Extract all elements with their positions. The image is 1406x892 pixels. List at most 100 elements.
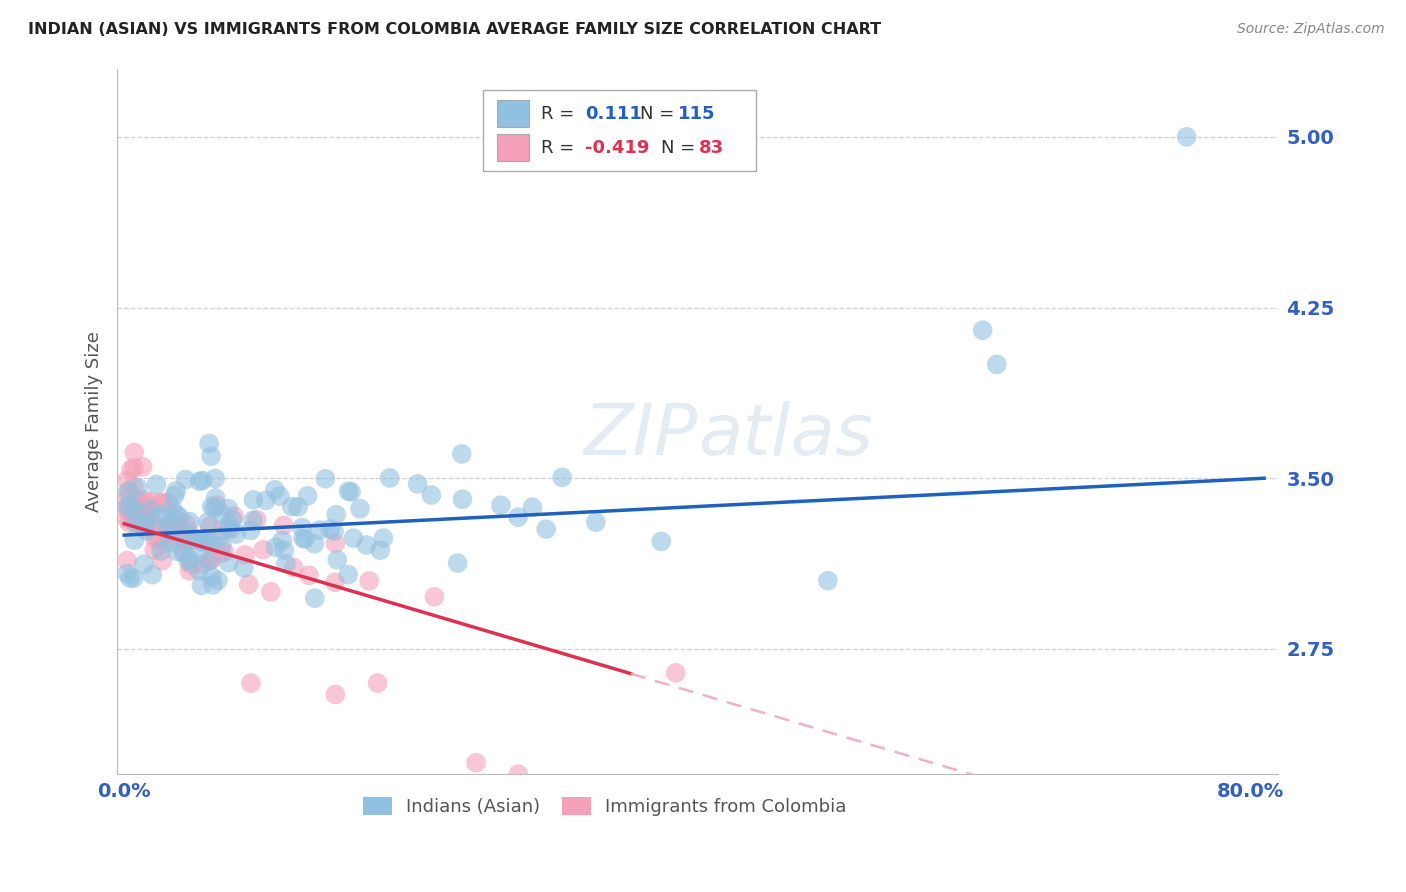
Point (211, 507, 233, 521)
Point (180, 558, 202, 572)
Point (139, 507, 162, 521)
Point (179, 515, 201, 529)
Point (179, 552, 201, 566)
Point (163, 516, 186, 530)
Point (155, 526, 177, 541)
Point (179, 533, 201, 548)
Point (115, 566, 138, 581)
Point (152, 524, 174, 538)
Point (297, 489, 319, 503)
Point (194, 534, 217, 549)
Point (143, 542, 166, 557)
Point (534, 522, 557, 536)
Point (342, 531, 364, 545)
Point (314, 472, 336, 486)
Point (188, 564, 211, 578)
Point (122, 480, 145, 494)
Point (367, 676, 389, 690)
Point (298, 568, 321, 582)
Point (1175, 129, 1198, 144)
Point (129, 500, 152, 515)
Point (420, 488, 443, 502)
Point (378, 471, 401, 485)
Point (201, 500, 224, 514)
Point (132, 496, 155, 510)
Point (340, 484, 363, 499)
Point (150, 554, 173, 568)
Point (242, 513, 264, 527)
Point (423, 590, 446, 604)
Point (323, 524, 346, 539)
Point (197, 515, 219, 529)
Point (117, 500, 139, 514)
Point (120, 462, 142, 476)
FancyBboxPatch shape (496, 100, 529, 127)
Point (165, 483, 187, 498)
Point (450, 447, 472, 461)
Text: N =: N = (640, 104, 673, 123)
Text: N =: N = (661, 138, 695, 157)
Point (217, 501, 239, 516)
Point (135, 524, 157, 538)
Point (122, 461, 145, 475)
Point (281, 500, 304, 514)
Point (157, 496, 180, 510)
Point (198, 519, 221, 533)
Point (337, 484, 360, 499)
Text: Source: ZipAtlas.com: Source: ZipAtlas.com (1237, 22, 1385, 37)
Point (163, 519, 186, 533)
Point (124, 505, 146, 519)
Point (156, 528, 179, 542)
Point (201, 569, 224, 583)
Point (986, 358, 1008, 372)
Point (122, 510, 145, 524)
Point (149, 496, 172, 510)
Point (146, 531, 169, 545)
Point (174, 473, 197, 487)
Point (254, 493, 277, 508)
Text: atlas: atlas (697, 401, 872, 470)
Point (118, 483, 141, 498)
Point (176, 526, 198, 541)
Point (252, 542, 274, 557)
Point (166, 544, 188, 558)
Point (359, 574, 381, 588)
Point (273, 543, 295, 558)
Point (115, 554, 138, 568)
Point (127, 480, 149, 494)
Point (287, 500, 309, 514)
Point (177, 554, 200, 568)
FancyBboxPatch shape (482, 90, 756, 171)
Point (132, 557, 155, 571)
Point (489, 498, 512, 512)
Point (200, 449, 222, 463)
Point (665, 665, 688, 680)
Point (211, 546, 233, 560)
Point (283, 560, 305, 574)
Point (152, 536, 174, 550)
Point (172, 546, 194, 560)
Point (117, 503, 139, 517)
Point (326, 553, 349, 567)
Point (150, 544, 173, 558)
Point (127, 516, 149, 530)
Point (180, 533, 202, 547)
Point (239, 524, 262, 538)
Point (349, 501, 371, 516)
Point (165, 508, 187, 522)
Point (165, 512, 187, 526)
Point (179, 564, 201, 578)
Point (120, 571, 142, 585)
Point (232, 561, 254, 575)
Point (465, 756, 488, 770)
Point (134, 521, 156, 535)
Point (291, 520, 314, 534)
Point (174, 516, 197, 531)
Point (172, 542, 194, 557)
FancyBboxPatch shape (496, 134, 529, 161)
Point (972, 323, 994, 337)
Text: -0.419: -0.419 (585, 138, 650, 157)
Point (191, 558, 214, 572)
Point (214, 545, 236, 559)
Point (323, 688, 346, 702)
